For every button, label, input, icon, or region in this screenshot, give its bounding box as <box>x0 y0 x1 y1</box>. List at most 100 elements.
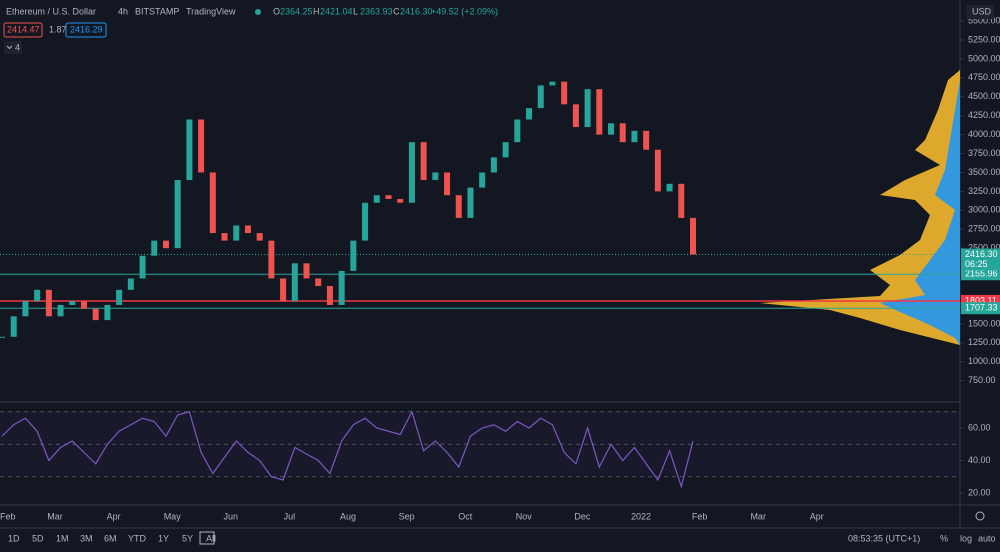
price-tick-label: 3000.00 <box>968 205 1000 215</box>
source: TradingView <box>186 6 236 16</box>
time-label: Jun <box>224 511 239 521</box>
candle <box>490 157 497 173</box>
exchange: BITSTAMP <box>135 6 179 16</box>
time-label: Feb <box>0 511 16 521</box>
range-button[interactable]: 6M <box>104 533 117 543</box>
candle <box>397 198 404 203</box>
candle <box>303 263 310 279</box>
time-label: Dec <box>574 511 591 521</box>
currency[interactable]: USD <box>972 6 992 16</box>
range-button[interactable]: 1Y <box>158 533 169 543</box>
time-label: Aug <box>340 511 356 521</box>
profile-yellow <box>760 70 960 345</box>
time-label: Mar <box>750 511 766 521</box>
countdown: 06:25 <box>965 259 988 269</box>
candle <box>45 289 52 317</box>
ohlc-key: C <box>393 6 400 16</box>
price-tick-label: 2750.00 <box>968 224 1000 234</box>
candle <box>221 233 228 241</box>
candle <box>631 130 638 143</box>
price-tick-label: 3500.00 <box>968 167 1000 177</box>
date-range-icon[interactable] <box>199 531 215 545</box>
currency-button[interactable] <box>966 5 994 19</box>
candle <box>596 89 603 135</box>
candle <box>315 278 322 287</box>
settings-icon[interactable] <box>975 511 985 521</box>
range-button[interactable]: YTD <box>128 533 147 543</box>
clock: 08:53:35 (UTC+1) <box>848 533 920 543</box>
scale-option[interactable]: % <box>940 533 948 543</box>
candle <box>69 301 76 305</box>
footer: 1D 5D 1M 3M 6M YTD 1Y 5Y All 08:53:35 (UTC+1)% log… <box>8 533 996 543</box>
indicator-toggle[interactable] <box>4 41 22 54</box>
candle <box>198 119 205 173</box>
interval: 4h <box>118 6 128 16</box>
rsi-tick-label: 20.00 <box>968 487 991 497</box>
range-button[interactable]: 5Y <box>182 533 193 543</box>
range-button[interactable]: 1M <box>56 533 69 543</box>
candle <box>244 225 251 234</box>
time-label: Apr <box>810 511 824 521</box>
price-tick-label: 5250.00 <box>968 34 1000 44</box>
candle <box>22 301 29 317</box>
candle <box>162 240 169 249</box>
candle <box>502 142 509 158</box>
time-label: 2022 <box>631 511 651 521</box>
candle <box>34 289 41 302</box>
candle <box>643 130 650 150</box>
range-button[interactable]: 3M <box>80 533 93 543</box>
status-dot <box>255 9 261 15</box>
range-button[interactable]: 5D <box>32 533 44 543</box>
last-price: 2416.30 <box>965 249 998 259</box>
candle <box>690 217 696 255</box>
candle <box>0 336 5 338</box>
scale-option[interactable]: log <box>960 533 972 543</box>
candle <box>256 233 263 241</box>
price-tick-label: 2500.00 <box>968 243 1000 253</box>
volume-profile <box>760 70 960 345</box>
candle <box>326 286 333 305</box>
price-tick-label: 5500.00 <box>968 15 1000 25</box>
ohlc-value: 2364.25 <box>280 6 313 16</box>
candle <box>514 119 521 143</box>
last-price-box <box>961 248 1000 271</box>
candle <box>10 316 17 337</box>
range-button[interactable]: All <box>206 533 216 543</box>
candle <box>268 240 275 279</box>
price-tick-label: 3250.00 <box>968 186 1000 196</box>
candle <box>408 142 415 203</box>
candle <box>338 270 345 305</box>
candle <box>57 304 64 317</box>
candle <box>127 278 134 290</box>
price-tick-label: 1500.00 <box>968 318 1000 328</box>
candle <box>92 308 99 321</box>
rsi-tick-label: 60.00 <box>968 422 991 432</box>
candle <box>104 304 111 321</box>
candle <box>678 183 685 218</box>
ohlc-value: 2416.30 <box>400 6 433 16</box>
candle <box>561 81 568 105</box>
range-button[interactable]: 1D <box>8 533 20 543</box>
level-label: 1803.11 <box>965 295 997 305</box>
time-label: May <box>164 511 182 521</box>
candle <box>467 187 474 218</box>
candle <box>537 85 544 109</box>
level-label: 2155.96 <box>965 269 998 279</box>
ohlc-key: H <box>313 6 320 16</box>
candle <box>420 142 427 181</box>
time-label: Mar <box>47 511 63 521</box>
bid: 2414.47 <box>7 24 40 34</box>
price-tick-label: 5000.00 <box>968 53 1000 63</box>
indicator-count[interactable]: 4 <box>15 42 20 52</box>
rsi-line <box>1 410 694 489</box>
candle <box>139 255 146 279</box>
time-label: Jul <box>284 511 296 521</box>
candle <box>116 289 123 305</box>
candle <box>444 172 451 196</box>
ohlc: O 2364.25 H 2421.04 L 2363.93 C 2416.30 <box>273 6 433 16</box>
candle <box>608 123 615 135</box>
scale-option[interactable]: auto <box>978 533 996 543</box>
candle <box>80 301 87 309</box>
ohlc-key: O <box>273 6 280 16</box>
